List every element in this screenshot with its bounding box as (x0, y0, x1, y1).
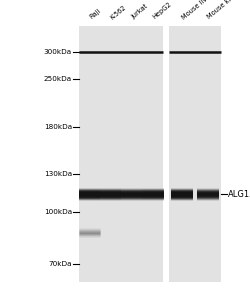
Text: 130kDa: 130kDa (44, 171, 72, 177)
Text: K-562: K-562 (109, 4, 127, 20)
Text: Mouse liver: Mouse liver (180, 0, 213, 20)
Text: 180kDa: 180kDa (44, 124, 72, 130)
Text: Jurkat: Jurkat (130, 3, 148, 20)
Text: HepG2: HepG2 (151, 1, 172, 20)
Text: 300kDa: 300kDa (44, 49, 72, 55)
Text: Raji: Raji (88, 8, 101, 20)
Text: 70kDa: 70kDa (48, 261, 72, 267)
Text: 100kDa: 100kDa (44, 209, 72, 215)
Text: 250kDa: 250kDa (44, 76, 72, 82)
Text: ALG13: ALG13 (227, 190, 250, 199)
Text: Mouse kidney: Mouse kidney (206, 0, 244, 20)
Bar (168, 26, 220, 282)
Bar (79, 26, 163, 282)
